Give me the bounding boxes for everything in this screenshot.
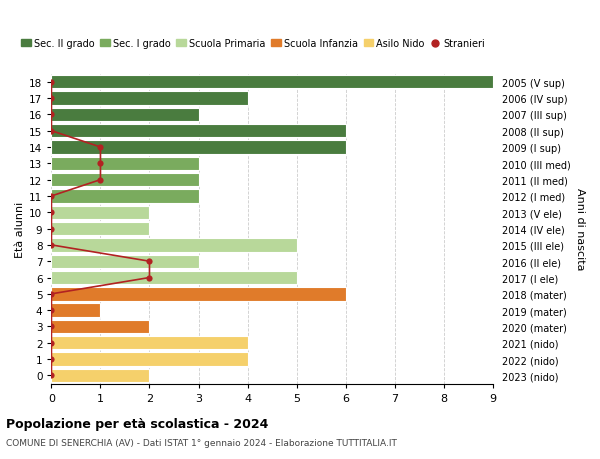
- Point: [47, 79, 56, 86]
- Point: [47, 339, 56, 347]
- Y-axis label: Età alunni: Età alunni: [15, 201, 25, 257]
- Y-axis label: Anni di nascita: Anni di nascita: [575, 188, 585, 270]
- Text: COMUNE DI SENERCHIA (AV) - Dati ISTAT 1° gennaio 2024 - Elaborazione TUTTITALIA.: COMUNE DI SENERCHIA (AV) - Dati ISTAT 1°…: [6, 438, 397, 447]
- Bar: [52, 353, 248, 366]
- Bar: [52, 92, 248, 106]
- Point: [95, 144, 105, 151]
- Point: [47, 307, 56, 314]
- Bar: [52, 223, 149, 236]
- Point: [47, 291, 56, 298]
- Point: [47, 242, 56, 249]
- Bar: [52, 369, 149, 382]
- Bar: [52, 125, 346, 138]
- Bar: [52, 255, 199, 269]
- Point: [95, 177, 105, 184]
- Point: [47, 112, 56, 119]
- Point: [47, 193, 56, 200]
- Bar: [52, 271, 296, 285]
- Bar: [52, 206, 149, 219]
- Point: [47, 356, 56, 363]
- Bar: [52, 157, 199, 171]
- Bar: [52, 304, 100, 317]
- Point: [47, 128, 56, 135]
- Point: [47, 372, 56, 379]
- Bar: [52, 190, 199, 203]
- Point: [47, 225, 56, 233]
- Point: [145, 258, 154, 265]
- Point: [47, 209, 56, 217]
- Point: [95, 160, 105, 168]
- Legend: Sec. II grado, Sec. I grado, Scuola Primaria, Scuola Infanzia, Asilo Nido, Stran: Sec. II grado, Sec. I grado, Scuola Prim…: [21, 39, 485, 49]
- Point: [145, 274, 154, 281]
- Bar: [52, 287, 346, 301]
- Bar: [52, 174, 199, 187]
- Point: [47, 323, 56, 330]
- Point: [47, 95, 56, 102]
- Bar: [52, 108, 199, 122]
- Text: Popolazione per età scolastica - 2024: Popolazione per età scolastica - 2024: [6, 417, 268, 430]
- Bar: [52, 336, 248, 350]
- Bar: [52, 239, 296, 252]
- Bar: [52, 320, 149, 333]
- Bar: [52, 76, 493, 89]
- Bar: [52, 141, 346, 154]
